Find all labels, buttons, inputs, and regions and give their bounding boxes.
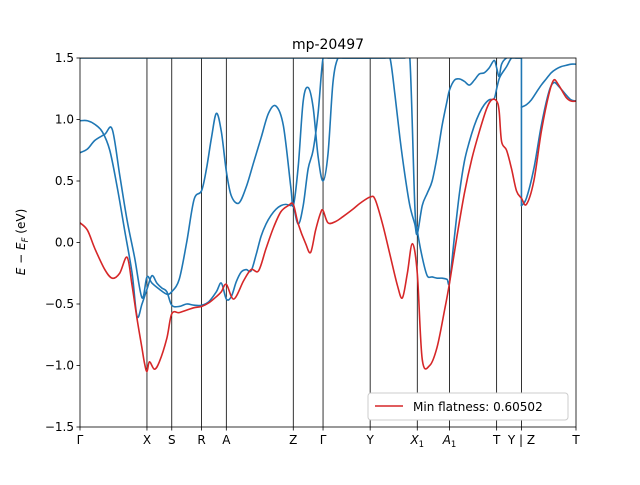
chart-title: mp-20497 <box>292 37 364 53</box>
kpoint-vertical-lines <box>146 58 522 427</box>
axes-frame <box>79 57 577 428</box>
x-tick-label-0: Γ <box>77 433 84 447</box>
band-series-layer <box>80 58 576 373</box>
x-tick-label-3: R <box>197 433 205 447</box>
band-line-4 <box>369 58 523 286</box>
x-tick-label-9: A1 <box>442 433 457 450</box>
y-axis-label-main: E − E <box>14 242 28 275</box>
y-tick-label-6: −1.5 <box>45 420 74 434</box>
x-tick-label-11: Y | Z <box>507 433 535 447</box>
y-tick-label-5: −1.0 <box>45 359 74 373</box>
x-tick-label-6: Γ <box>320 433 327 447</box>
x-tick-label-1: X <box>143 433 151 447</box>
legend-label: Min flatness: 0.60502 <box>413 400 543 414</box>
y-tick-label-4: −0.5 <box>45 297 74 311</box>
x-axis-ticks: Γ X S R A Z Γ Y X1 A1 T Y | Z T <box>77 427 580 450</box>
flat-band-line <box>80 78 576 373</box>
x-tick-label-7: Y <box>365 433 374 447</box>
y-tick-label-2: 0.5 <box>55 174 74 188</box>
y-tick-label-0: 1.5 <box>55 51 74 65</box>
band-line-3 <box>369 58 523 236</box>
x-tick-label-4: A <box>222 433 231 447</box>
x-tick-label-12: T <box>571 433 580 447</box>
x-tick-label-10: T <box>492 433 501 447</box>
y-axis-label-sub: F <box>21 237 31 242</box>
legend: Min flatness: 0.60502 <box>367 392 569 421</box>
band-line-0 <box>80 58 371 299</box>
y-tick-label-3: 0.0 <box>55 236 74 250</box>
x-tick-label-8: X1 <box>409 433 424 450</box>
band-line-1 <box>80 58 371 319</box>
x-tick-label-2: S <box>168 433 176 447</box>
y-axis-label-unit: (eV) <box>14 209 28 238</box>
band-line-5 <box>520 63 576 108</box>
x-tick-label-5: Z <box>289 433 297 447</box>
y-axis-label: E − EF (eV) <box>14 209 31 276</box>
y-axis-ticks: 1.5 1.0 0.5 0.0 −0.5 −1.0 −1.5 <box>45 51 80 434</box>
y-tick-label-1: 1.0 <box>55 113 74 127</box>
